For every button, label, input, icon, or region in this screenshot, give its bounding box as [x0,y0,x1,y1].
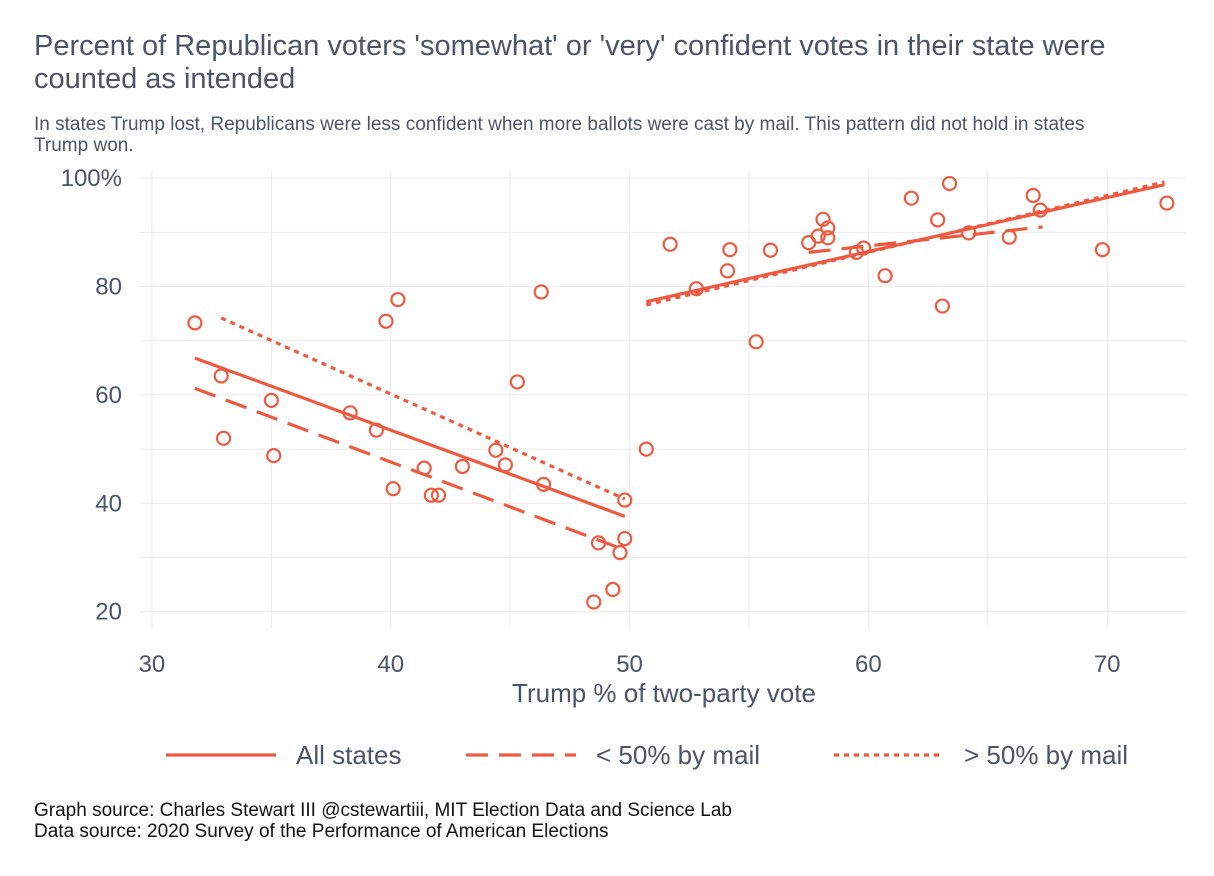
y-tick-label: 60 [95,382,122,409]
fit-line-solid [645,183,1165,304]
data-point [590,535,607,551]
data-point [342,405,358,421]
data-point [263,392,279,408]
data-point [820,230,836,246]
tick-labels: 30 40 50 60 70 20 40 60 80 100% [61,165,1121,678]
data-point [688,281,705,297]
fit-line-solid [194,356,626,518]
data-point [215,430,232,446]
data-point [820,220,836,236]
y-tick-label: 80 [95,274,122,301]
gridlines [140,170,1186,628]
data-point [722,242,738,258]
data-point [266,448,282,464]
x-tick-label: 70 [1094,651,1121,678]
x-axis-title: Trump % of two-party vote [512,678,816,708]
data-point [934,298,951,314]
data-point [605,581,621,598]
data-point [748,334,764,350]
data-point [1032,202,1048,218]
data-point [187,315,203,331]
data-point [1001,229,1017,245]
data-point [535,476,552,492]
legend-label: < 50% by mail [596,740,760,770]
fit-line-dotted [645,180,1165,307]
chart-subtitle: In states Trump lost, Republicans were l… [34,114,1085,156]
fit-line-dotted [220,316,626,501]
legend-label: > 50% by mail [964,740,1128,770]
data-point [430,487,447,503]
fit-lines [194,180,1165,552]
data-point [662,236,678,252]
data-point [378,313,394,329]
data-point [617,530,633,547]
data-point [719,263,736,279]
data-point [617,492,633,508]
data-point [638,441,654,457]
x-tick-label: 40 [377,651,404,678]
graph-source: Graph source: Charles Stewart III @cstew… [34,800,732,821]
data-point [497,457,513,473]
data-point [1094,242,1111,258]
data-point [454,458,470,475]
data-points [187,175,1175,610]
data-point [488,442,504,458]
data-point [801,235,817,251]
data-point [612,545,628,561]
data-point [903,190,919,206]
data-point [213,368,229,384]
data-point [815,211,831,227]
data-point [810,228,826,244]
chart-title: Percent of Republican voters 'somewhat' … [34,30,1106,95]
data-point [930,212,946,228]
fit-line-dashed [808,225,1043,254]
data-point [368,422,385,438]
y-tick-label: 20 [95,599,122,626]
data-point [941,175,958,192]
source-notes: Graph source: Charles Stewart III @cstew… [34,800,1134,842]
fit-line-dashed [194,386,626,552]
data-point [509,374,525,390]
data-point [856,240,872,256]
data-point [533,284,549,300]
data-point [586,594,602,610]
data-point [762,242,779,258]
data-point [416,460,432,476]
data-point [1025,187,1041,204]
data-point [1159,195,1175,211]
x-tick-label: 60 [855,651,882,678]
data-point [390,291,406,308]
y-tick-label: 40 [95,490,122,517]
x-tick-label: 30 [139,651,166,678]
data-source: Data source: 2020 Survey of the Performa… [34,821,609,842]
legend: All states < 50% by mail > 50% by mail [166,740,1128,770]
data-point [961,225,977,241]
data-point [385,481,401,497]
legend-label: All states [296,740,402,770]
data-point [423,487,439,503]
x-tick-label: 50 [616,651,643,678]
y-tick-label: 100% [61,165,122,192]
data-point [877,268,893,284]
